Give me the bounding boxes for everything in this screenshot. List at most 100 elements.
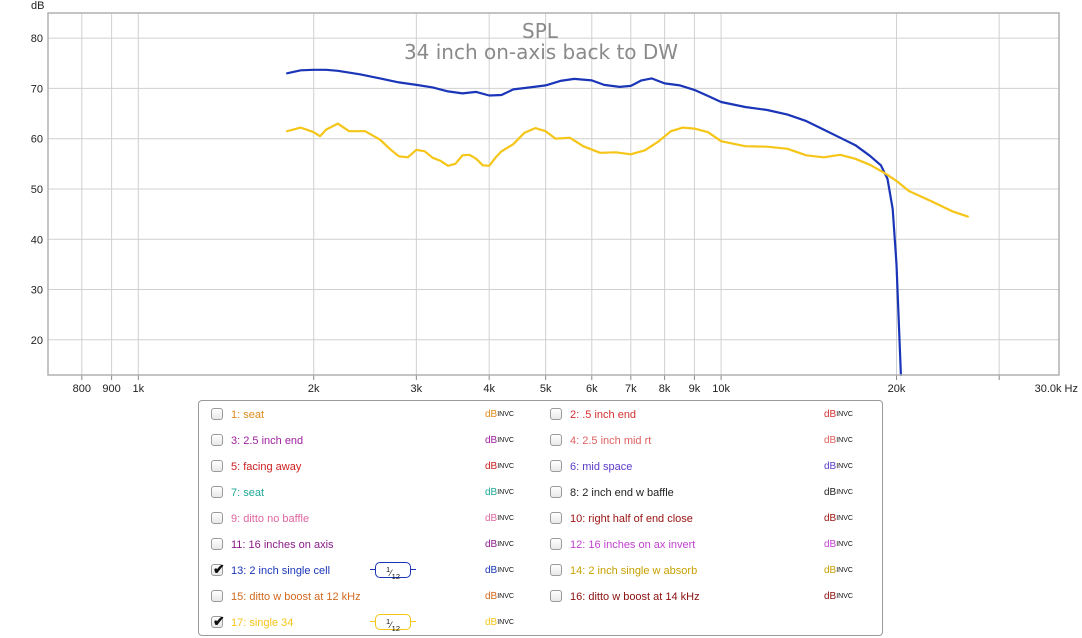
plot-area xyxy=(47,12,1060,376)
series-lines xyxy=(286,68,969,377)
db-invc-toggle[interactable]: dBINVC xyxy=(824,434,853,448)
db-invc-toggle[interactable]: dBINVC xyxy=(824,486,853,500)
spl-chart: dB 20 30 40 50 60 70 80 800 900 1k 2k 3k 4k 5k 6k 7k 8k… xyxy=(31,0,1078,395)
legend-checkbox[interactable] xyxy=(211,434,223,446)
db-invc-toggle[interactable]: dBINVC xyxy=(824,408,853,422)
legend-checkbox[interactable] xyxy=(550,590,562,602)
db-invc-toggle[interactable]: dBINVC xyxy=(824,460,853,474)
db-label: dB xyxy=(824,565,837,576)
y-tick-label: 20 xyxy=(31,335,43,347)
legend-checkbox[interactable]: ✔ xyxy=(211,613,225,629)
legend-checkbox[interactable] xyxy=(550,486,562,498)
invc-label: INVC xyxy=(497,463,514,470)
db-label: dB xyxy=(824,539,837,550)
legend-item-3-2-5-inch-end: 3: 2.5 inch end dBINVC xyxy=(211,434,535,450)
db-invc-toggle[interactable]: dBINVC xyxy=(824,590,853,604)
db-invc-toggle[interactable]: dBINVC xyxy=(824,512,853,526)
db-invc-toggle[interactable]: dBINVC xyxy=(485,538,514,552)
invc-label: INVC xyxy=(497,489,514,496)
legend-checkbox[interactable] xyxy=(550,434,562,446)
invc-label: INVC xyxy=(497,593,514,600)
db-invc-toggle[interactable]: dBINVC xyxy=(485,408,514,422)
invc-label: INVC xyxy=(836,515,853,522)
invc-label: INVC xyxy=(836,437,853,444)
invc-label: INVC xyxy=(836,567,853,574)
y-tick-label: 30 xyxy=(31,285,43,297)
db-invc-toggle[interactable]: dBINVC xyxy=(485,460,514,474)
db-invc-toggle[interactable]: dBINVC xyxy=(485,486,514,500)
legend-item-6-mid-space: 6: mid space dBINVC xyxy=(550,460,874,476)
legend-checkbox[interactable] xyxy=(550,408,562,420)
legend-label[interactable]: 6: mid space xyxy=(570,461,633,473)
legend-label[interactable]: 3: 2.5 inch end xyxy=(231,435,304,447)
x-tick-label: 6k xyxy=(586,383,598,395)
legend-item-15-ditto-w-boost-at-12-khz: 15: ditto w boost at 12 kHz dBINVC xyxy=(211,590,535,606)
legend-checkbox[interactable] xyxy=(550,460,562,472)
legend-label[interactable]: 5: facing away xyxy=(231,461,302,473)
db-label: dB xyxy=(485,435,498,446)
legend-label[interactable]: 2: .5 inch end xyxy=(570,409,637,421)
invc-label: INVC xyxy=(836,541,853,548)
x-tick-label: 4k xyxy=(483,383,495,395)
db-label: dB xyxy=(485,591,498,602)
y-tick-label: 50 xyxy=(31,184,43,196)
x-tick-label: 30.0k Hz xyxy=(1035,383,1078,395)
legend-label[interactable]: 4: 2.5 inch mid rt xyxy=(570,435,652,447)
db-invc-toggle[interactable]: dBINVC xyxy=(824,538,853,552)
smoothing-button[interactable]: 1⁄12 xyxy=(370,562,416,581)
legend-item-12-16-inches-on-ax-invert: 12: 16 inches on ax invert dBINVC xyxy=(550,538,874,554)
legend-item-16-ditto-w-boost-at-14-khz: 16: ditto w boost at 14 kHz dBINVC xyxy=(550,590,874,606)
measurement-legend: 1: seat dBINVC 3: 2.5 inch end dBINVC 5: fac… xyxy=(198,400,883,636)
db-label: dB xyxy=(824,513,837,524)
legend-label[interactable]: 8: 2 inch end w baffle xyxy=(570,487,674,499)
legend-label[interactable]: 11: 16 inches on axis xyxy=(231,539,334,551)
y-tick-labels: 20 30 40 50 60 70 80 xyxy=(31,33,43,347)
legend-checkbox[interactable] xyxy=(550,512,562,524)
checkmark-icon: ✔ xyxy=(213,561,225,577)
db-label: dB xyxy=(485,513,498,524)
legend-label[interactable]: 1: seat xyxy=(231,409,265,421)
legend-checkbox[interactable] xyxy=(550,564,562,576)
db-invc-toggle[interactable]: dBINVC xyxy=(485,616,514,630)
db-invc-toggle[interactable]: dBINVC xyxy=(485,512,514,526)
db-label: dB xyxy=(485,565,498,576)
legend-checkbox[interactable] xyxy=(550,538,562,550)
invc-label: INVC xyxy=(836,411,853,418)
legend-checkbox[interactable]: ✔ xyxy=(211,561,225,577)
plot-frame xyxy=(47,12,1060,376)
legend-label[interactable]: 16: ditto w boost at 14 kHz xyxy=(570,591,700,603)
db-label: dB xyxy=(824,591,837,602)
db-invc-toggle[interactable]: dBINVC xyxy=(485,590,514,604)
legend-checkbox[interactable] xyxy=(211,512,223,524)
chart-title: SPL xyxy=(522,19,559,43)
db-invc-toggle[interactable]: dBINVC xyxy=(824,564,853,578)
x-tick-label: 8k xyxy=(659,383,671,395)
legend-label[interactable]: 13: 2 inch single cell xyxy=(231,565,331,577)
legend-checkbox[interactable] xyxy=(211,460,223,472)
smoothing-button[interactable]: 1⁄12 xyxy=(370,614,416,633)
invc-label: INVC xyxy=(836,489,853,496)
legend-label[interactable]: 12: 16 inches on ax invert xyxy=(570,539,696,551)
x-tick-label: 800 xyxy=(73,383,91,395)
series-line xyxy=(286,122,969,218)
db-label: dB xyxy=(824,461,837,472)
db-invc-toggle[interactable]: dBINVC xyxy=(485,564,514,578)
legend-label[interactable]: 7: seat xyxy=(231,487,265,499)
legend-label[interactable]: 14: 2 inch single w absorb xyxy=(570,565,698,577)
legend-checkbox[interactable] xyxy=(211,538,223,550)
legend-label[interactable]: 10: right half of end close xyxy=(570,513,693,525)
legend-item-17-single-34: ✔ 17: single 34 1⁄12 dBINVC xyxy=(211,613,535,633)
legend-item-9-ditto-no-baffle: 9: ditto no baffle dBINVC xyxy=(211,512,535,528)
legend-label[interactable]: 9: ditto no baffle xyxy=(231,513,310,525)
db-invc-toggle[interactable]: dBINVC xyxy=(485,434,514,448)
legend-checkbox[interactable] xyxy=(211,590,223,602)
db-label: dB xyxy=(485,539,498,550)
legend-checkbox[interactable] xyxy=(211,486,223,498)
legend-label[interactable]: 17: single 34 xyxy=(231,617,294,629)
db-label: dB xyxy=(485,461,498,472)
x-tick-label: 9k xyxy=(689,383,701,395)
legend-item-13-2-inch-single-cell: ✔ 13: 2 inch single cell 1⁄12 dBINVC xyxy=(211,561,535,581)
legend-label[interactable]: 15: ditto w boost at 12 kHz xyxy=(231,591,361,603)
x-tick-label: 3k xyxy=(411,383,423,395)
legend-checkbox[interactable] xyxy=(211,408,223,420)
